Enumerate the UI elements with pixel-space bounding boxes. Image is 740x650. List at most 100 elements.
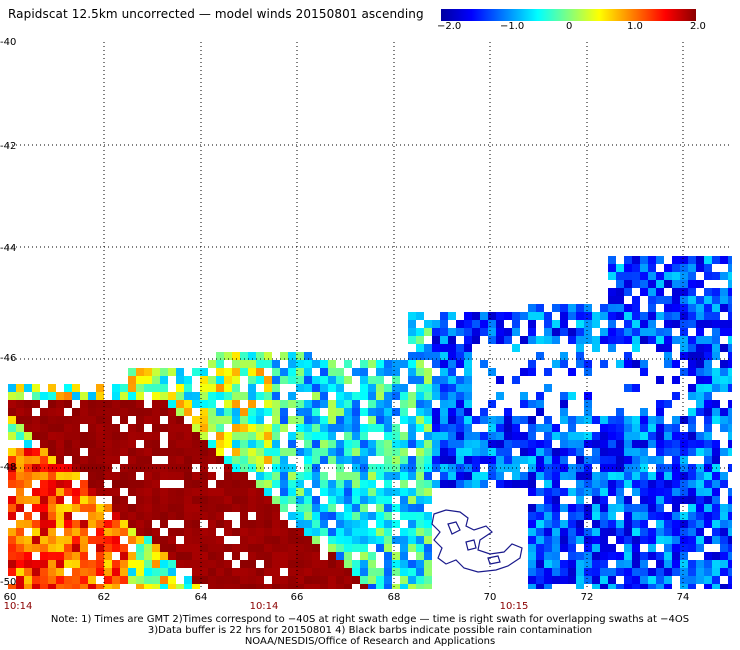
wind-cell [584,472,592,480]
wind-cell [232,432,240,440]
wind-cell [184,512,192,520]
wind-cell [56,544,64,552]
wind-cell [64,512,72,520]
wind-cell [144,552,152,560]
wind-cell [88,400,96,408]
wind-cell [16,416,24,424]
wind-cell [200,488,208,496]
wind-cell [720,536,728,544]
wind-cell [592,432,600,440]
wind-cell [416,312,424,320]
wind-cell [680,536,688,544]
wind-cell [200,536,208,544]
wind-cell [88,584,96,589]
wind-cell [576,504,584,512]
wind-cell [648,264,656,272]
wind-cell [376,528,384,536]
wind-cell [640,568,648,576]
wind-cell [112,488,120,496]
wind-cell [392,520,400,528]
wind-cell [16,448,24,456]
wind-cell [520,336,528,344]
wind-cell [656,344,664,352]
wind-cell [280,496,288,504]
wind-cell [184,576,192,584]
wind-cell [472,448,480,456]
wind-cell [664,512,672,520]
wind-cell [632,512,640,520]
wind-cell [472,432,480,440]
wind-cell [96,440,104,448]
wind-cell [512,328,520,336]
wind-cell [112,504,120,512]
wind-cell [512,424,520,432]
wind-cell [544,496,552,504]
wind-cell [368,568,376,576]
wind-cell [728,376,732,384]
wind-cell [16,392,24,400]
wind-cell [456,400,464,408]
wind-cell [600,536,608,544]
wind-cell [488,368,496,376]
wind-cell [232,528,240,536]
wind-cell [576,496,584,504]
wind-cell [352,432,360,440]
wind-cell [408,496,416,504]
wind-cell [576,328,584,336]
wind-cell [208,520,216,528]
wind-cell [672,448,680,456]
wind-cell [552,328,560,336]
wind-cell [720,408,728,416]
wind-cell [584,488,592,496]
wind-cell [184,448,192,456]
wind-cell [408,576,416,584]
wind-cell [360,360,368,368]
wind-cell [224,408,232,416]
wind-cell [600,336,608,344]
wind-cell [624,584,632,589]
wind-cell [16,408,24,416]
wind-cell [688,280,696,288]
wind-cell [248,536,256,544]
wind-cell [192,528,200,536]
wind-cell [632,296,640,304]
wind-cell [632,432,640,440]
wind-cell [288,440,296,448]
wind-cell [392,384,400,392]
wind-cell [416,440,424,448]
wind-cell [240,416,248,424]
wind-cell [432,352,440,360]
wind-cell [72,520,80,528]
wind-cell [656,400,664,408]
wind-cell [256,576,264,584]
wind-cell [592,448,600,456]
wind-cell [312,424,320,432]
wind-cell [592,472,600,480]
wind-cell [128,456,136,464]
wind-cell [272,520,280,528]
wind-cell [168,536,176,544]
wind-cell [320,528,328,536]
wind-cell [528,560,536,568]
wind-cell [360,456,368,464]
wind-cell [464,456,472,464]
wind-cell [216,352,224,360]
lon-label-64: 64 [194,592,208,603]
wind-cell [16,456,24,464]
wind-cell [424,512,432,520]
wind-cell [112,456,120,464]
wind-cell [424,408,432,416]
wind-cell [272,448,280,456]
wind-cell [408,568,416,576]
wind-cell [600,304,608,312]
wind-cell [272,472,280,480]
wind-cell [224,376,232,384]
wind-cell [472,312,480,320]
wind-cell [664,568,672,576]
wind-cell [144,528,152,536]
wind-cell [592,520,600,528]
wind-cell [288,560,296,568]
wind-cell [304,424,312,432]
wind-cell [664,432,672,440]
wind-cell [408,560,416,568]
